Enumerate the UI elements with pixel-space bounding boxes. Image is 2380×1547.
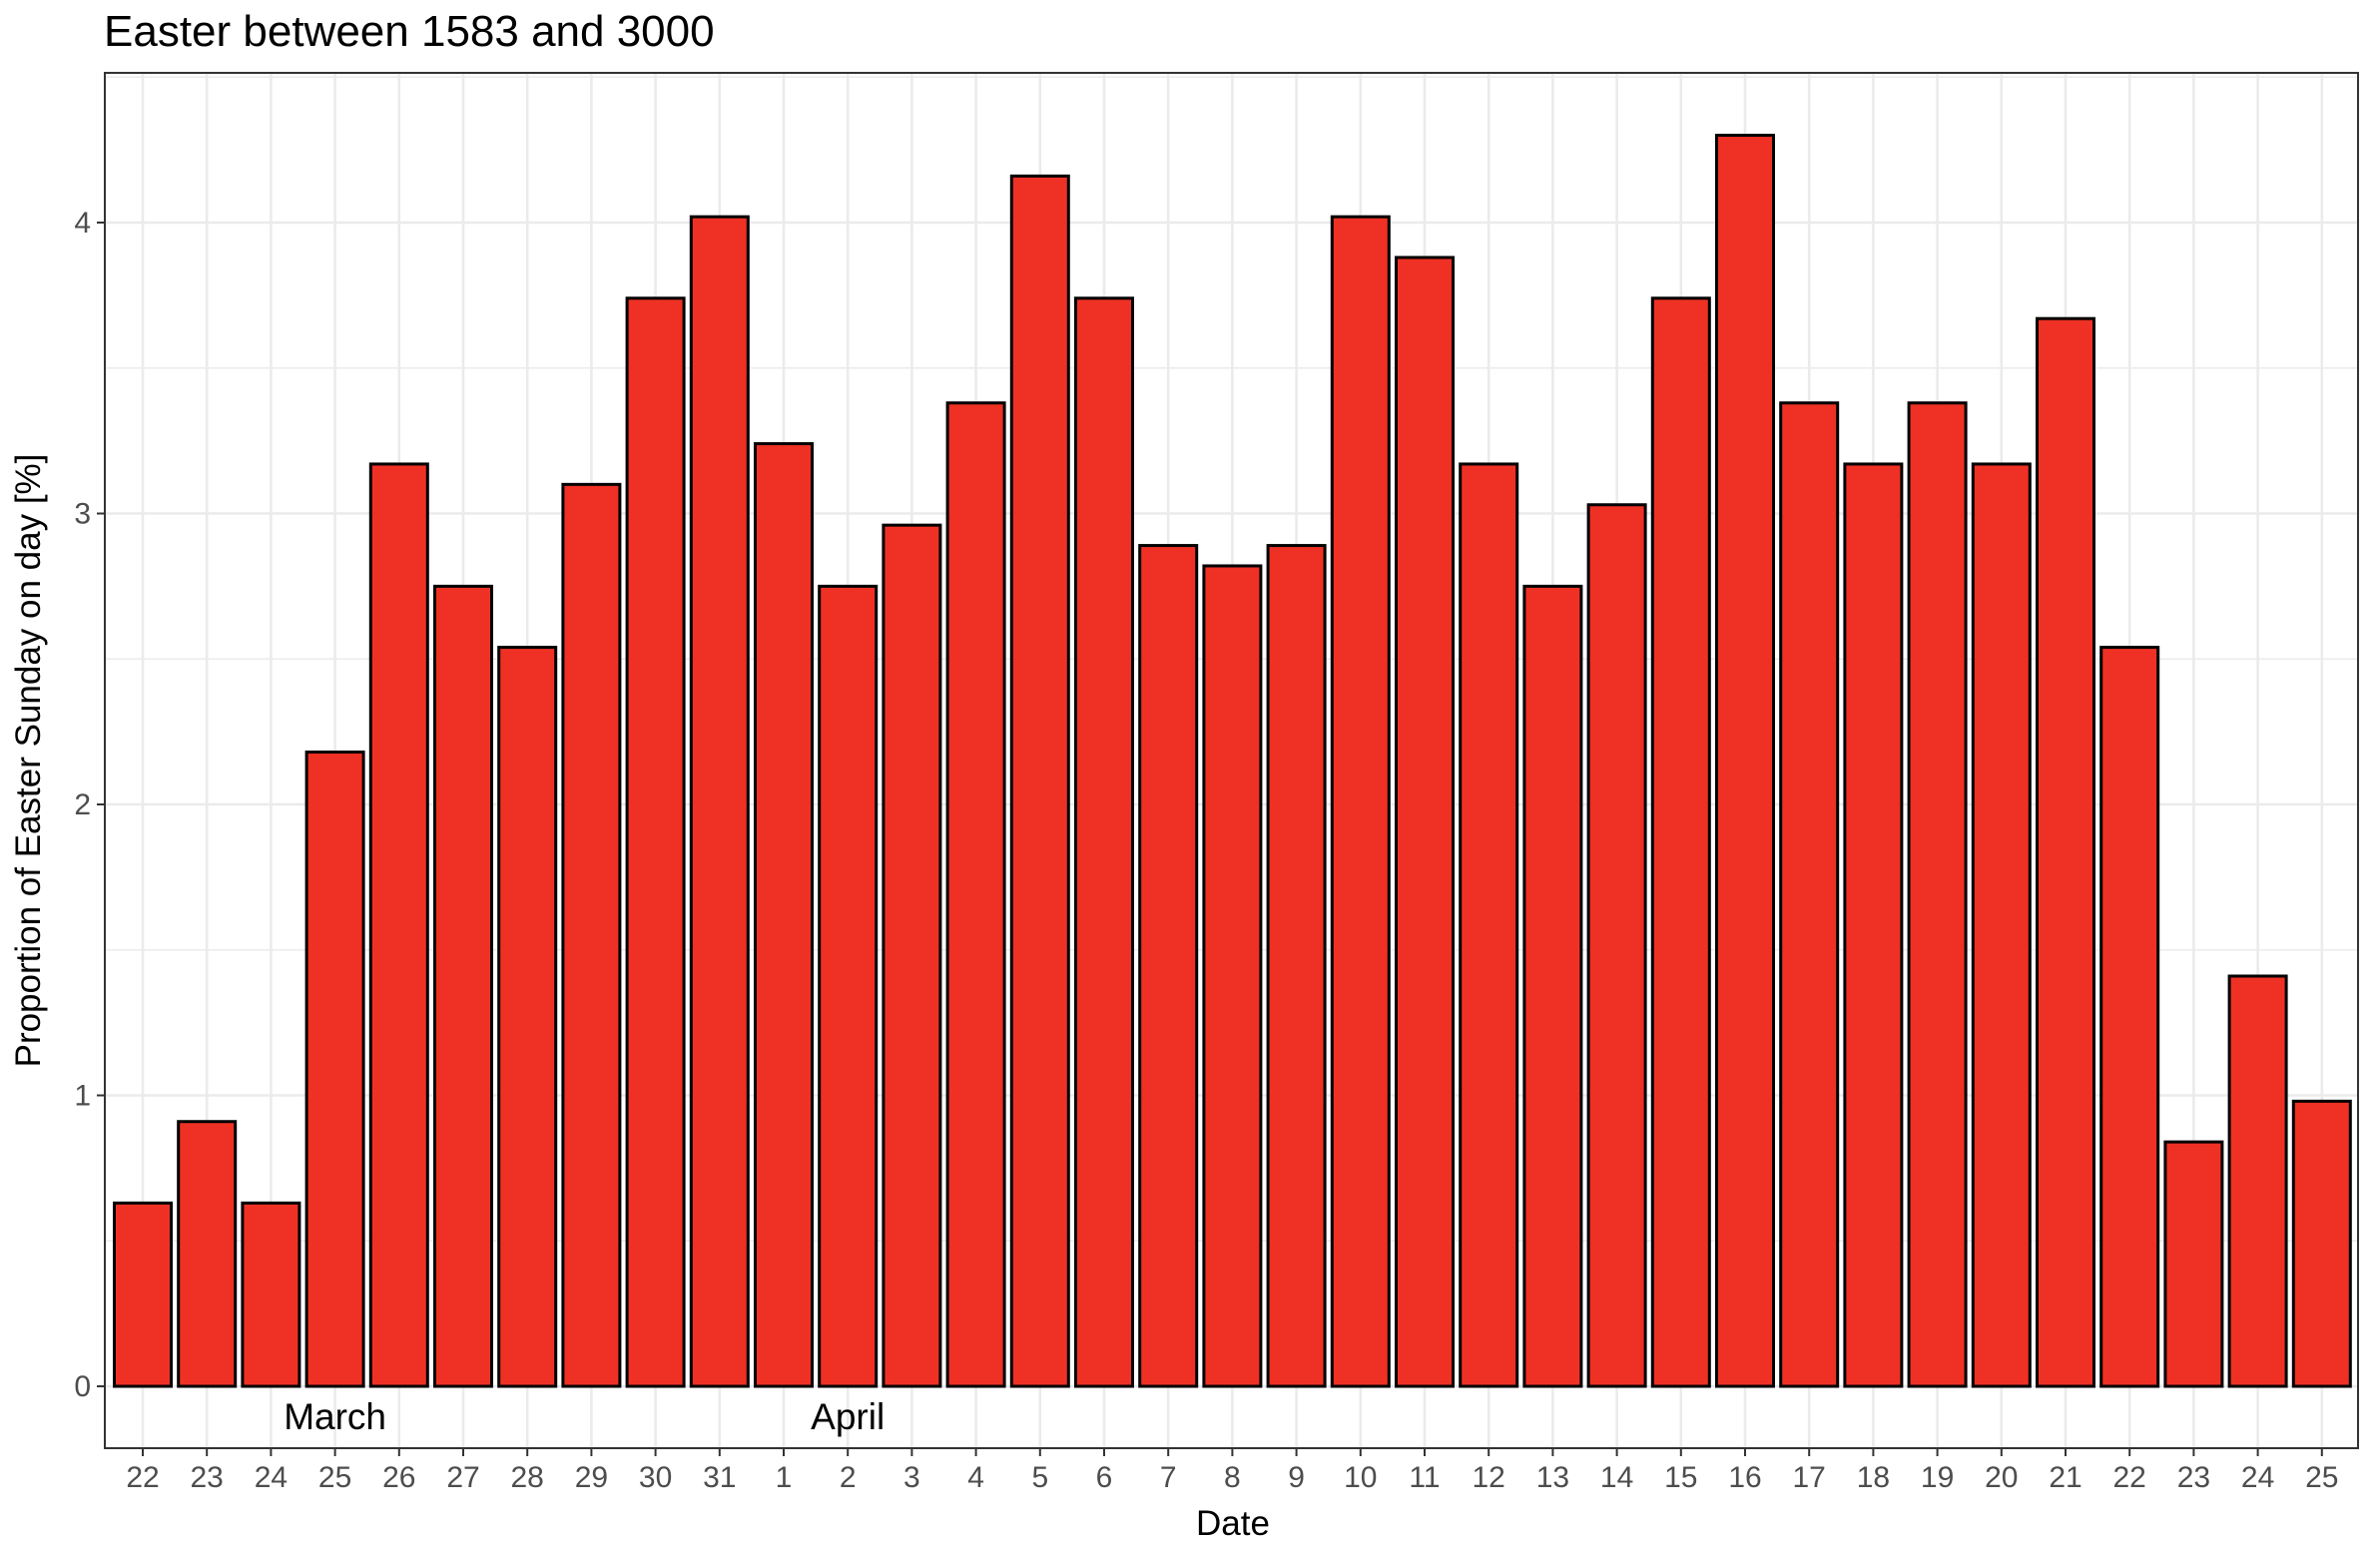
bar-12 [882,523,942,1388]
x-tick-label: 12 [1473,1461,1505,1494]
bar-17 [1202,564,1263,1388]
bar-0 [113,1201,173,1388]
bar-31 [2099,646,2160,1388]
x-tick-label: 30 [639,1461,672,1494]
bar-1 [177,1120,238,1388]
x-tick-label: 8 [1224,1461,1241,1494]
y-axis-title: Proportion of Easter Sunday on day [%] [9,454,48,1068]
bar-16 [1138,544,1199,1388]
x-tick-label: 21 [2049,1461,2082,1494]
x-tick-label: 19 [1921,1461,1954,1494]
bar-34 [2291,1099,2352,1388]
y-tick-label: 0 [74,1370,91,1403]
x-axis-title: Date [1196,1504,1270,1543]
bar-27 [1843,462,1904,1388]
bar-8 [625,296,686,1388]
y-tick-label: 4 [74,207,91,240]
bar-13 [945,401,1006,1388]
x-tick-label: 27 [446,1461,479,1494]
bar-7 [561,482,622,1388]
x-tick-label: 9 [1288,1461,1305,1494]
x-tick-label: 3 [903,1461,920,1494]
x-tick-label: 5 [1031,1461,1048,1494]
chart-title: Easter between 1583 and 3000 [104,7,715,56]
bar-20 [1395,256,1455,1388]
bar-5 [433,584,493,1388]
x-tick-label: 14 [1600,1461,1633,1494]
x-tick-label: 28 [511,1461,544,1494]
y-axis: 0 1 2 3 4 [74,207,105,1403]
x-tick-label: 17 [1793,1461,1826,1494]
bar-11 [818,584,879,1388]
bar-30 [2036,316,2095,1388]
bar-18 [1266,544,1327,1388]
bar-26 [1779,401,1840,1388]
x-tick-label: 31 [703,1461,736,1494]
x-tick-label: 1 [776,1461,793,1494]
x-tick-label: 26 [382,1461,415,1494]
y-tick-label: 2 [74,788,91,821]
bar-33 [2227,974,2288,1388]
month-annotation: April [811,1396,885,1437]
bar-25 [1715,134,1775,1388]
x-tick-label: 25 [318,1461,351,1494]
x-tick-label: 2 [840,1461,857,1494]
x-tick-label: 24 [255,1461,288,1494]
x-tick-label: 7 [1160,1461,1177,1494]
x-axis: 22 23 24 25 26 27 28 29 30 31 1 2 3 4 5 6 7 8 9 10 11 12 13 14 1… [126,1448,2338,1494]
x-tick-label: 16 [1728,1461,1761,1494]
x-tick-label: 22 [2113,1461,2146,1494]
annotation-layer: March April [284,1396,885,1437]
x-tick-label: 29 [575,1461,608,1494]
y-tick-label: 3 [74,498,91,531]
bar-23 [1586,503,1647,1388]
x-tick-label: 13 [1536,1461,1569,1494]
x-tick-label: 23 [191,1461,224,1494]
bar-10 [754,442,814,1388]
bar-24 [1650,296,1711,1388]
bar-32 [2163,1140,2224,1388]
x-tick-label: 22 [126,1461,159,1494]
x-tick-label: 6 [1096,1461,1113,1494]
y-tick-label: 1 [74,1080,91,1113]
month-annotation: March [284,1396,386,1437]
x-tick-label: 11 [1409,1461,1440,1494]
x-tick-label: 20 [1985,1461,2018,1494]
bar-15 [1074,296,1134,1388]
x-tick-label: 15 [1664,1461,1697,1494]
bar-2 [241,1201,301,1388]
x-tick-label: 24 [2241,1461,2274,1494]
bar-4 [368,462,429,1388]
bar-9 [689,215,750,1388]
x-tick-label: 23 [2177,1461,2210,1494]
x-tick-label: 18 [1857,1461,1890,1494]
x-tick-label: 10 [1344,1461,1377,1494]
bar-22 [1522,584,1583,1388]
x-tick-label: 25 [2305,1461,2338,1494]
bar-6 [497,646,558,1388]
bar-3 [304,751,365,1388]
bar-29 [1971,462,2032,1388]
bar-layer [113,134,2352,1388]
bar-21 [1459,462,1519,1388]
x-tick-label: 4 [967,1461,984,1494]
bar-14 [1009,174,1070,1388]
bar-19 [1330,215,1391,1388]
bar-28 [1907,401,1968,1388]
